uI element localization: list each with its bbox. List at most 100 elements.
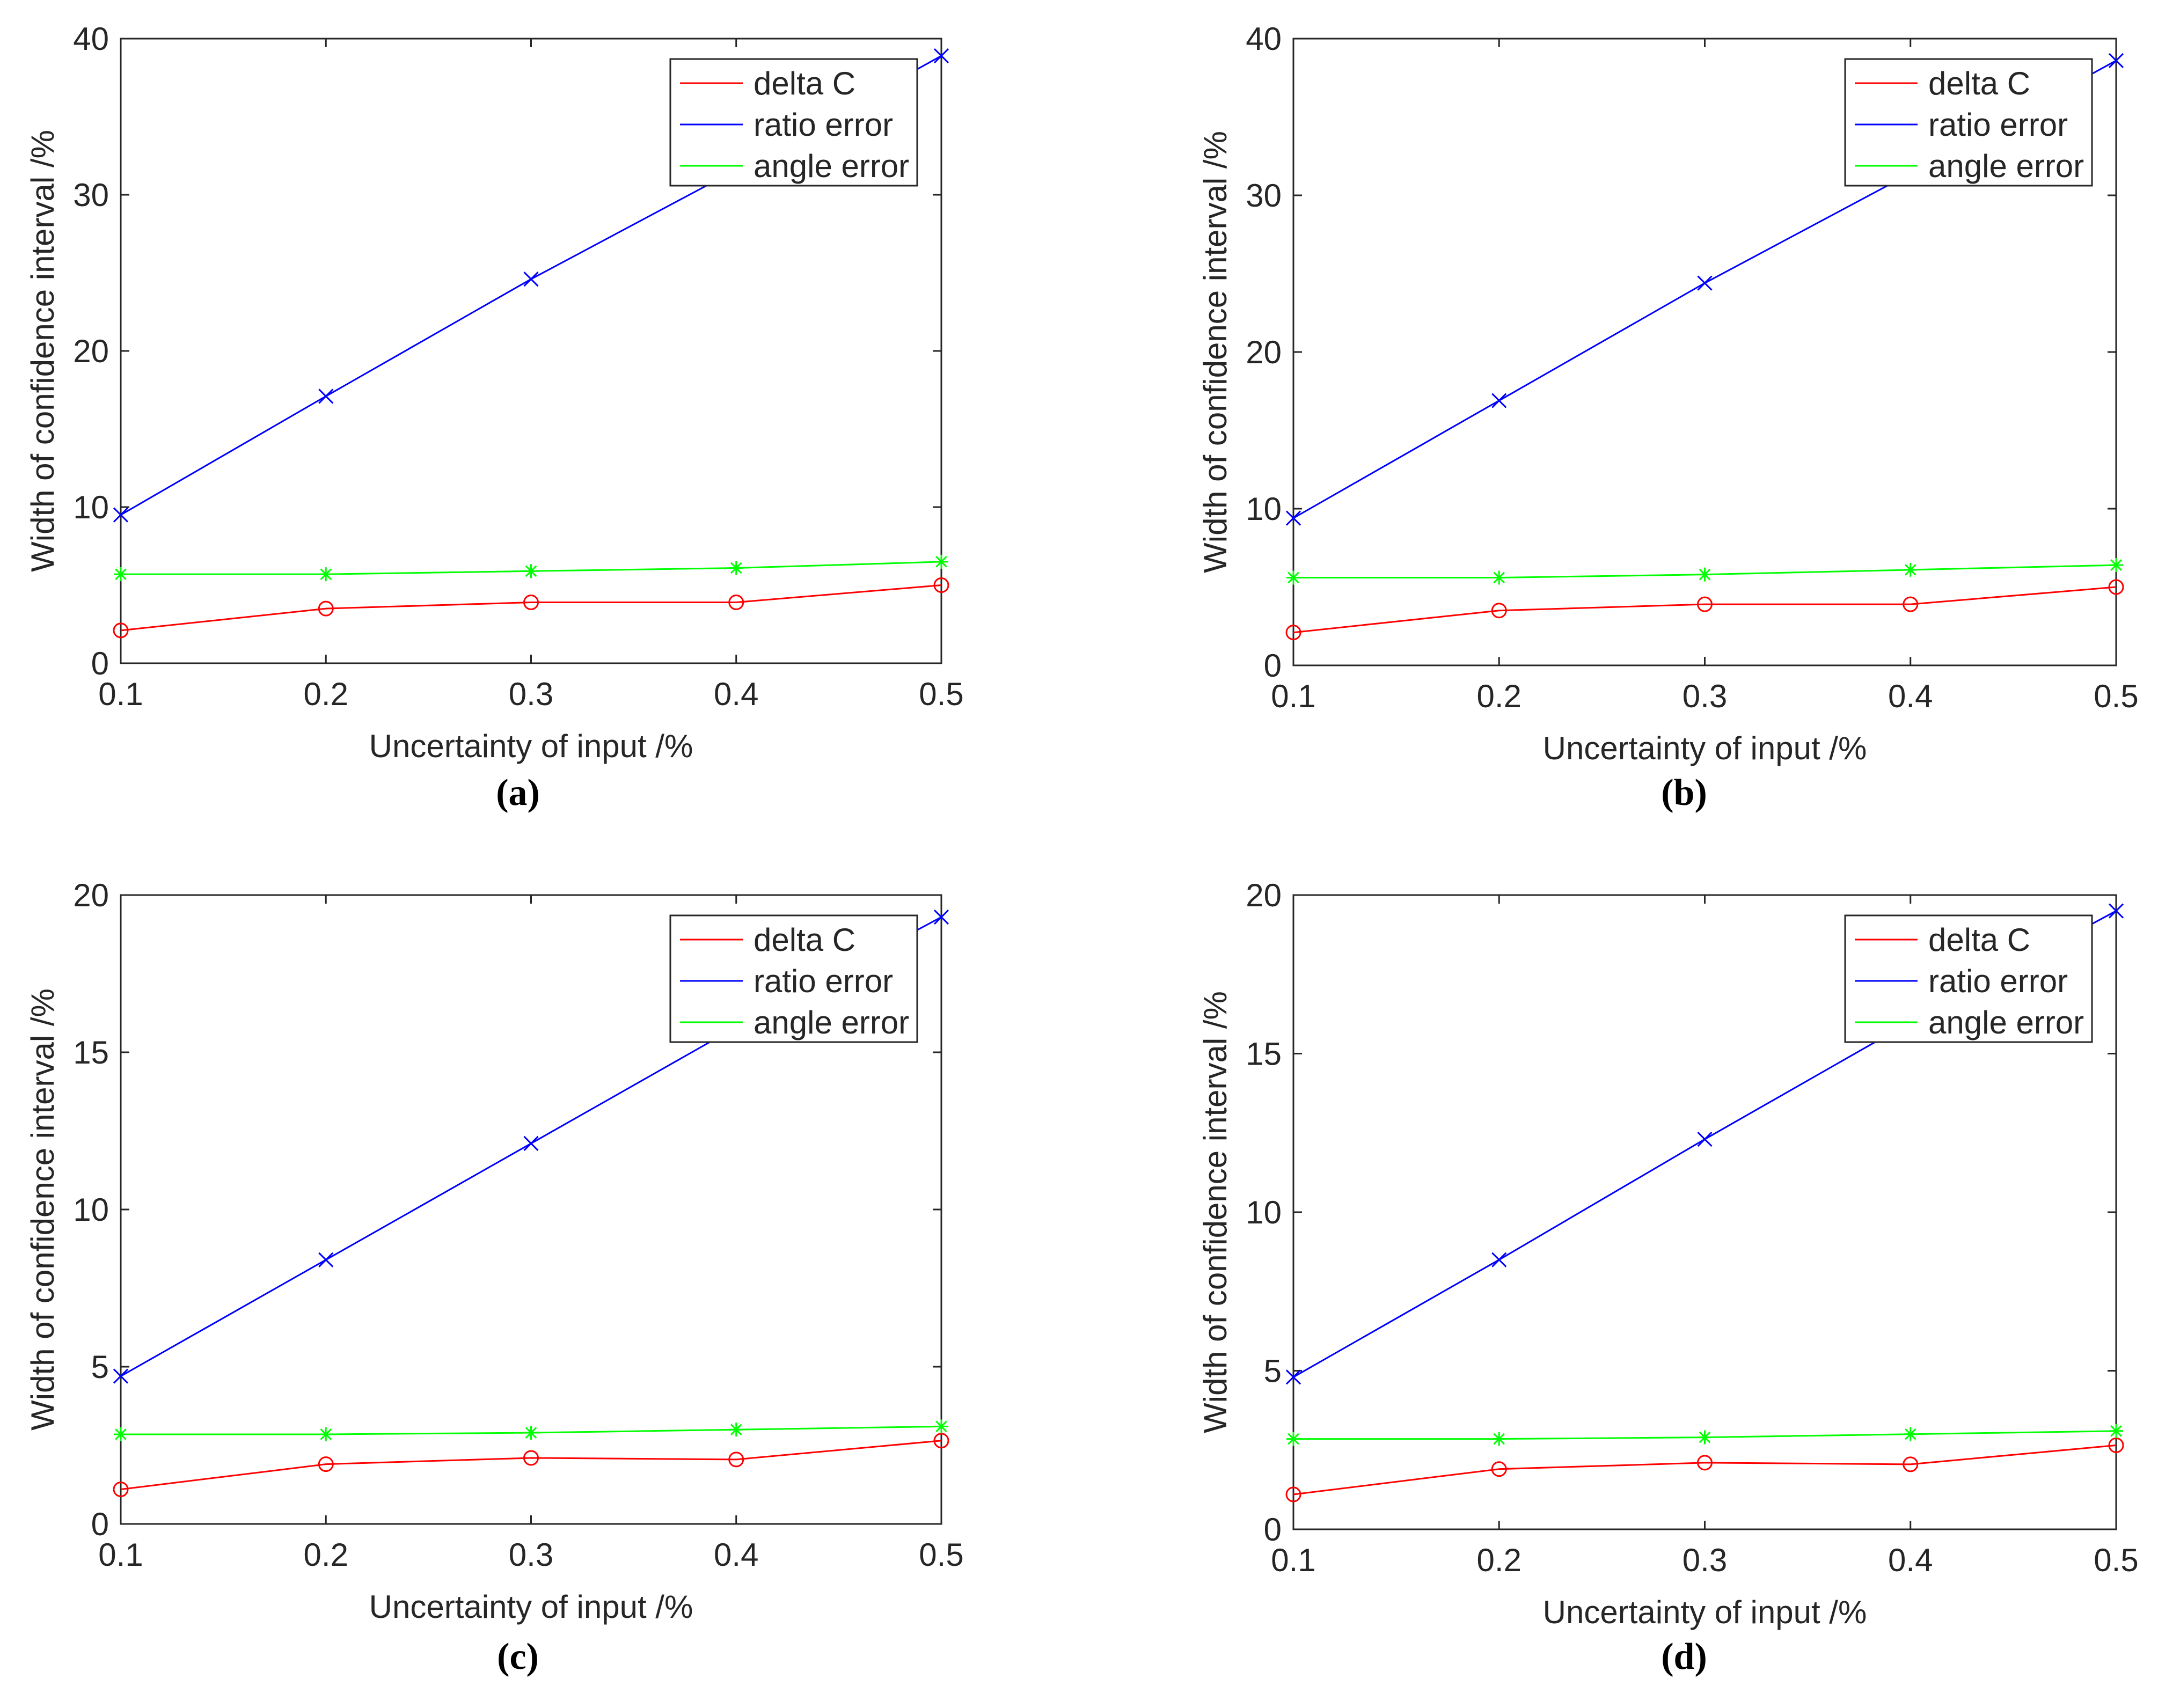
data-point-d-0-2 [1697, 1455, 1713, 1471]
data-point-a-1-2-stroke-2 [523, 272, 539, 287]
data-point-a-1-0-stroke-2 [113, 507, 129, 523]
y-axis-label-a: Width of confidence interval /% [25, 130, 61, 572]
x-tick-label-a: 0.2 [304, 676, 348, 712]
data-point-d-1-0-stroke-2 [1285, 1369, 1301, 1385]
x-tick-label-a: 0.1 [98, 676, 143, 712]
y-tick-label-d: 15 [1246, 1036, 1282, 1072]
y-axis-label-c: Width of confidence interval /% [25, 988, 61, 1431]
data-point-b-0-4 [2108, 579, 2124, 595]
data-point-c-2-2-stroke-4 [525, 1427, 537, 1439]
data-point-b-1-4-stroke-2 [2108, 53, 2124, 68]
legend-a: delta C ratio error angle error [669, 58, 918, 187]
data-point-a-0-4 [933, 577, 949, 593]
series-a-angle-error [114, 554, 948, 582]
series-line-a-0 [120, 584, 942, 632]
data-point-c-0-2 [523, 1450, 539, 1466]
data-point-c-0-0 [113, 1482, 129, 1498]
data-point-d-2-3-stroke-4 [1904, 1428, 1916, 1440]
legend-box-b [1844, 58, 2093, 187]
y-tick-label-b: 20 [1246, 334, 1282, 370]
data-point-c-0-3 [728, 1452, 744, 1468]
x-tick-label-b: 0.2 [1477, 678, 1521, 714]
data-point-a-1-4 [933, 48, 949, 64]
legend-b: delta C ratio error angle error [1844, 58, 2093, 187]
legend-label-b-1: ratio error [1928, 107, 2068, 143]
data-point-b-2-1 [1492, 570, 1506, 585]
series-b-delta-C [1285, 579, 2124, 641]
x-tick-label-c: 0.1 [98, 1537, 143, 1573]
data-point-d-2-2-stroke-4 [1699, 1431, 1711, 1443]
legend-label-d-0: delta C [1928, 922, 2030, 958]
y-tick-label-b: 30 [1246, 178, 1282, 214]
data-point-b-0-3 [1903, 596, 1919, 612]
data-point-a-0-1 [318, 600, 334, 617]
data-point-b-2-3 [1903, 562, 1918, 577]
x-tick-label-d: 0.3 [1682, 1542, 1727, 1578]
data-point-c-2-4-stroke-4 [935, 1420, 947, 1433]
data-point-a-2-4 [934, 554, 948, 569]
panel-caption-b: (b) [1661, 772, 1707, 813]
data-point-a-0-0 [113, 622, 129, 639]
chart-panel-b: 0.1 0.2 0.3 0.4 0.5 0 10 20 30 40 Uncertainty of i… [1197, 21, 2139, 813]
x-tick-label-b: 0.5 [2094, 678, 2138, 714]
data-point-d-1-1 [1491, 1252, 1507, 1267]
data-point-b-2-2 [1698, 567, 1712, 582]
data-point-a-2-2 [524, 564, 538, 578]
legend-label-c-0: delta C [754, 922, 855, 958]
series-line-d-0 [1293, 1444, 2117, 1496]
data-point-b-1-2-stroke-2 [1697, 275, 1713, 291]
data-point-c-1-2-stroke-2 [523, 1135, 539, 1152]
legend-label-a-2: angle error [754, 148, 909, 184]
data-point-d-0-4 [2108, 1437, 2124, 1453]
data-point-a-2-0 [114, 567, 128, 582]
data-point-b-1-4 [2108, 53, 2124, 68]
legend-label-d-2: angle error [1928, 1005, 2084, 1040]
x-axis-label-c: Uncertainty of input /% [369, 1589, 693, 1625]
x-tick-label-b: 0.4 [1888, 678, 1933, 714]
legend-label-c-2: angle error [754, 1005, 909, 1040]
data-point-b-2-3-stroke-4 [1904, 564, 1916, 576]
legend-c: delta C ratio error angle error [669, 914, 918, 1043]
x-axis-label-a: Uncertainty of input /% [369, 728, 693, 764]
x-tick-label-d: 0.1 [1271, 1542, 1315, 1578]
data-point-c-1-1-stroke-2 [318, 1252, 334, 1267]
x-tick-label-a: 0.3 [509, 676, 553, 712]
x-tick-label-b: 0.1 [1271, 678, 1315, 714]
y-tick-label-c: 10 [73, 1192, 109, 1228]
data-point-b-2-2-stroke-4 [1699, 568, 1711, 581]
x-tick-label-d: 0.4 [1888, 1542, 1933, 1578]
data-point-d-2-1 [1492, 1432, 1506, 1446]
data-point-a-1-1 [318, 388, 334, 404]
data-point-b-1-0 [1285, 510, 1301, 526]
data-point-d-2-3 [1903, 1427, 1918, 1441]
x-tick-label-d: 0.2 [1477, 1542, 1521, 1578]
series-c-delta-C [113, 1433, 949, 1498]
data-point-d-0-1 [1491, 1461, 1507, 1477]
data-point-d-1-1-stroke-2 [1491, 1252, 1507, 1267]
legend-label-a-1: ratio error [754, 107, 893, 143]
legend-label-b-0: delta C [1928, 65, 2030, 101]
data-point-c-2-1 [319, 1427, 333, 1441]
data-point-d-1-4 [2108, 903, 2124, 919]
y-tick-label-c: 15 [73, 1035, 109, 1071]
series-b-angle-error [1286, 558, 2123, 585]
data-point-d-2-2 [1698, 1430, 1712, 1445]
chart-panel-c: 0.1 0.2 0.3 0.4 0.5 0 5 10 15 20 Uncertainty of in… [25, 877, 964, 1677]
data-point-d-2-4-stroke-4 [2110, 1425, 2122, 1437]
panel-caption-d: (d) [1661, 1636, 1707, 1677]
legend-box-a [669, 58, 918, 187]
data-point-c-1-0 [113, 1368, 129, 1384]
data-point-b-2-4-stroke-4 [2110, 559, 2122, 571]
y-tick-label-a: 40 [73, 21, 109, 57]
y-tick-label-c: 0 [91, 1506, 109, 1542]
y-tick-label-a: 10 [73, 489, 109, 525]
data-point-b-1-1-stroke-2 [1491, 393, 1507, 408]
data-point-c-1-2 [523, 1135, 539, 1152]
series-line-b-0 [1293, 586, 2117, 634]
data-point-a-1-0 [113, 507, 129, 523]
y-tick-label-c: 20 [73, 877, 109, 913]
data-point-c-2-4 [934, 1419, 948, 1434]
data-point-d-0-0 [1285, 1486, 1301, 1502]
chart-panel-a: 0.1 0.2 0.3 0.4 0.5 0 10 20 30 40 Uncertainty of i… [25, 21, 964, 813]
